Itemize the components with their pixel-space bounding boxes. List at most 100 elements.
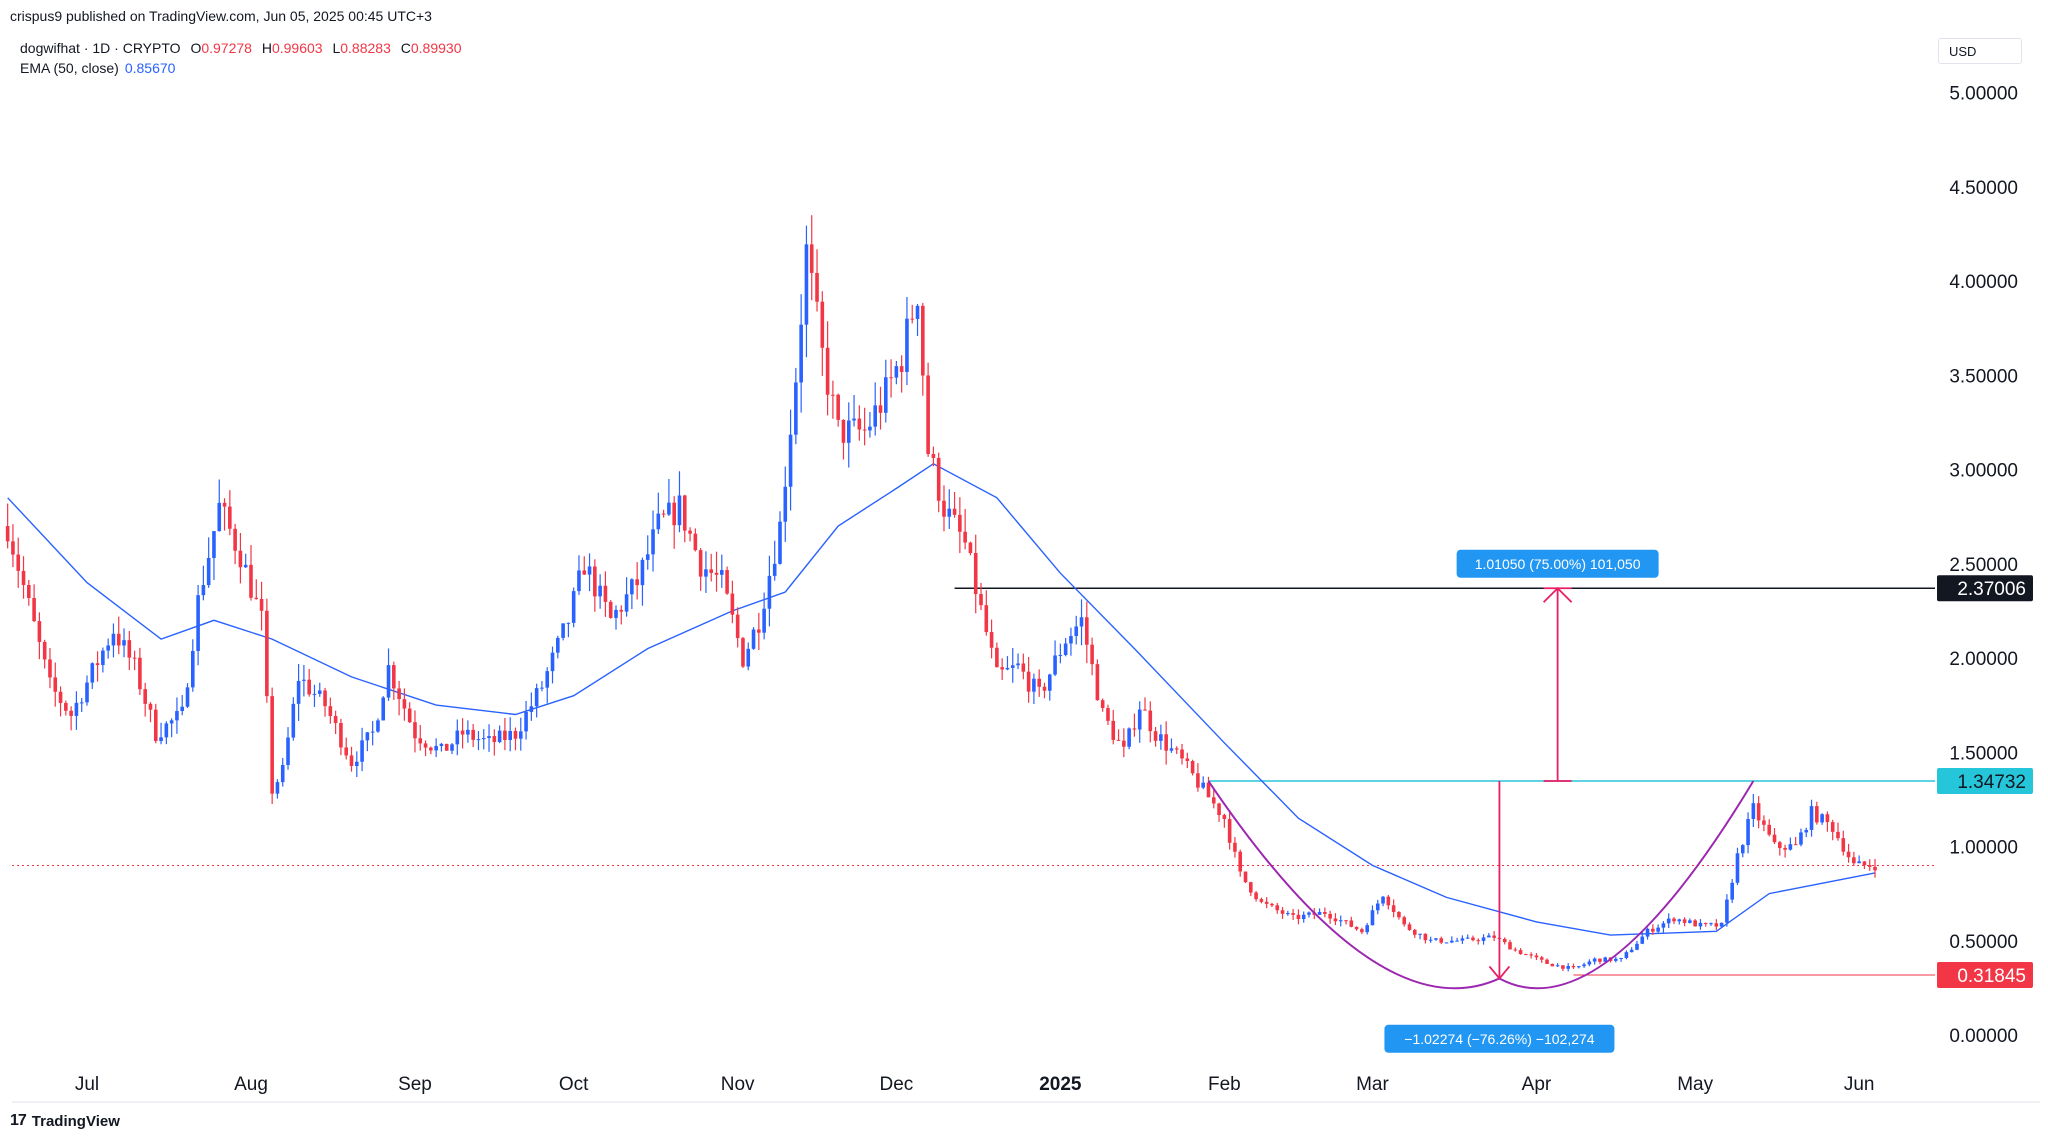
candle-body [989, 632, 994, 648]
candle [423, 740, 428, 757]
candle [1529, 952, 1533, 959]
candle [1159, 724, 1163, 750]
candle [1180, 743, 1184, 765]
candle [1391, 899, 1396, 918]
candle-body [418, 738, 423, 744]
candle [534, 683, 539, 718]
candle-body [1174, 748, 1179, 750]
candle [799, 294, 803, 413]
candle [1085, 601, 1089, 664]
candle-body [1767, 824, 1772, 835]
candle [1137, 701, 1142, 743]
candle-body [698, 550, 703, 577]
x-tick-label: Nov [721, 1074, 755, 1095]
x-tick-label: Sep [398, 1074, 432, 1095]
candle [1852, 851, 1856, 866]
candle-body [1809, 806, 1814, 830]
candle-body [1159, 734, 1163, 741]
candle [952, 492, 957, 518]
candle [603, 571, 608, 617]
candle [1725, 894, 1729, 927]
candle [254, 579, 259, 600]
candle [1873, 859, 1877, 878]
candle [1079, 599, 1084, 646]
candle [1566, 963, 1570, 972]
open-value: 0.97278 [201, 40, 252, 56]
candle-body [1756, 803, 1761, 821]
x-tick-label: Mar [1356, 1074, 1389, 1095]
candle-body [651, 529, 655, 555]
candle-body [1852, 857, 1856, 864]
candle [1465, 934, 1470, 940]
candle-body [11, 541, 15, 555]
candle-body [1206, 782, 1211, 798]
candle [809, 215, 814, 301]
currency-button[interactable]: USD [1938, 38, 2022, 64]
candle [27, 579, 31, 606]
candle [1576, 965, 1581, 969]
candle-body [1460, 938, 1465, 941]
target-price-tag-text: 2.37006 [1957, 579, 2026, 600]
candle-body [1360, 929, 1364, 933]
candle [1666, 913, 1671, 929]
resistance-price-tag-text: 1.34732 [1957, 772, 2026, 793]
candle [1349, 916, 1354, 928]
candle-body [1836, 831, 1840, 839]
candle-body [429, 747, 433, 751]
candle-body [85, 682, 89, 703]
candle [619, 605, 624, 625]
candle-body [1010, 665, 1015, 668]
candle-body [1243, 871, 1248, 883]
candle [894, 360, 899, 385]
candle [1069, 627, 1073, 656]
candle-body [201, 585, 206, 596]
candle [1481, 934, 1486, 945]
candle-body [132, 657, 137, 659]
candle-body [958, 514, 962, 532]
candle-body [667, 502, 671, 515]
candle-body [1576, 966, 1581, 968]
candle-body [291, 703, 296, 738]
candle [101, 647, 105, 673]
candle [392, 661, 396, 700]
candle [1539, 955, 1544, 963]
candle [1508, 939, 1512, 950]
candle [238, 532, 243, 584]
candle-body [1365, 925, 1369, 933]
candle-body [1338, 920, 1343, 922]
candle-body [614, 609, 618, 618]
candle [450, 743, 454, 755]
candle-body [963, 531, 967, 543]
candle [1550, 963, 1555, 967]
candle-body [349, 755, 354, 767]
candle-body [757, 629, 761, 633]
candle [333, 710, 338, 735]
candle [460, 718, 465, 749]
candle-body [37, 621, 42, 642]
candle-body [688, 530, 692, 534]
candle [74, 691, 79, 730]
candle-body [503, 730, 507, 740]
candle-body [1725, 899, 1729, 923]
candle [381, 696, 386, 721]
candle [513, 727, 518, 751]
candle [1698, 919, 1703, 930]
measure-down: −1.02274 (−76.26%) −102,274 [1384, 781, 1615, 1053]
candle [1703, 922, 1708, 927]
symbol-legend: dogwifhat · 1D · CRYPTO O0.97278 H0.9960… [20, 40, 461, 56]
candle-body [344, 747, 349, 756]
candle-body [5, 526, 10, 542]
candle-body [1439, 938, 1444, 943]
candle-body [1407, 924, 1412, 930]
candle [1555, 963, 1560, 967]
candle-body [619, 609, 624, 612]
candle [556, 635, 560, 659]
y-tick-label: 1.50000 [1949, 743, 2018, 764]
candle [1063, 637, 1068, 657]
candle-body [1603, 957, 1608, 962]
candle [1095, 659, 1100, 701]
candle [64, 700, 68, 716]
candle-body [1455, 940, 1459, 942]
candle [825, 321, 830, 416]
